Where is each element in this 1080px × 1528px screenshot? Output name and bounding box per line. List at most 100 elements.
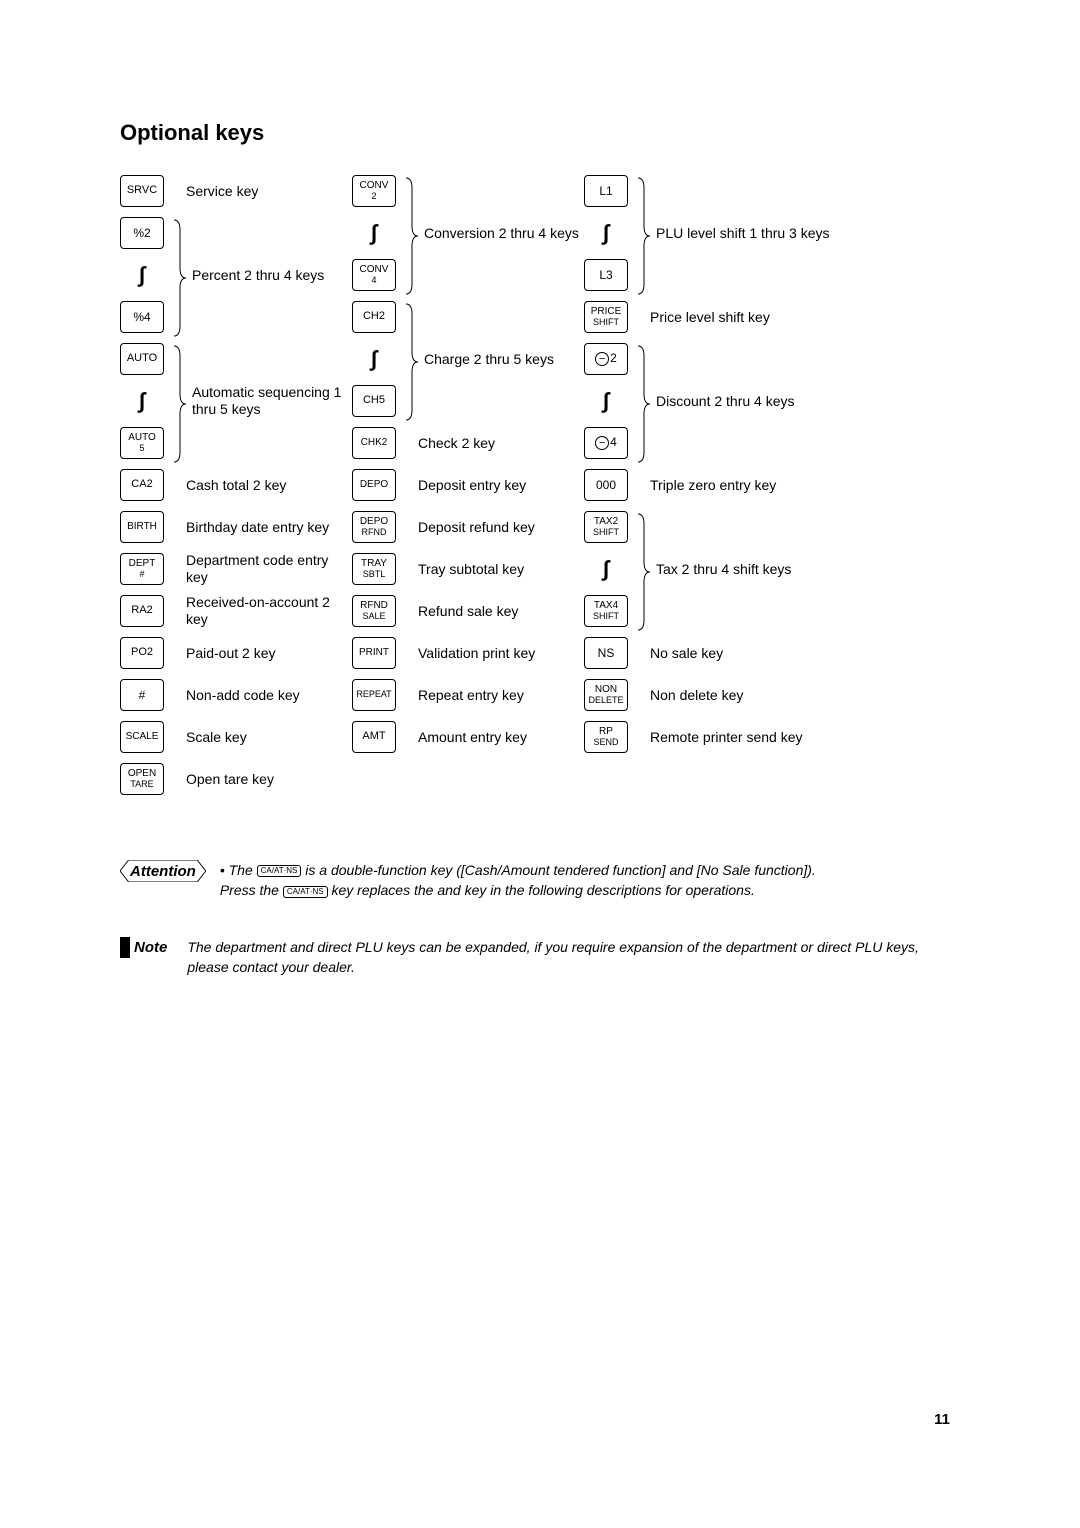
- attention-label: Attention: [120, 860, 206, 882]
- note-label: Note: [120, 937, 173, 958]
- key-deporfnd: DEPORFND: [352, 511, 396, 543]
- row-priceshift: PRICESHIFT Price level shift key: [584, 296, 960, 338]
- desc-scale: Scale key: [186, 729, 352, 746]
- row-chk2: CHK2 Check 2 key: [352, 422, 584, 464]
- squiggle-icon: ∫: [120, 259, 164, 291]
- desc-discount: Discount 2 thru 4 keys: [650, 338, 960, 464]
- desc-depo: Deposit entry key: [418, 477, 584, 494]
- brace-icon: [636, 344, 650, 464]
- row-srvc: SRVC Service key: [120, 170, 352, 212]
- desc-ns: No sale key: [650, 645, 960, 662]
- key-print: PRINT: [352, 637, 396, 669]
- key-hash: #: [120, 679, 164, 711]
- row-amt: AMT Amount entry key: [352, 716, 584, 758]
- desc-deporfnd: Deposit refund key: [418, 519, 584, 536]
- key-depo: DEPO: [352, 469, 396, 501]
- column-3: L1 ∫ L3 PLU level shift 1 thru 3 keys PR…: [584, 170, 960, 800]
- desc-srvc: Service key: [186, 183, 352, 200]
- note-text: The department and direct PLU keys can b…: [187, 937, 960, 978]
- row-ns: NS No sale key: [584, 632, 960, 674]
- row-traysbtl: TRAYSBTL Tray subtotal key: [352, 548, 584, 590]
- section-title: Optional keys: [120, 120, 960, 146]
- key-priceshift: PRICESHIFT: [584, 301, 628, 333]
- page: Optional keys SRVC Service key %2 ∫ %4: [0, 0, 1080, 1528]
- key-pct4: %4: [120, 301, 164, 333]
- squiggle-icon: ∫: [584, 217, 628, 249]
- squiggle-icon: ∫: [584, 553, 628, 585]
- desc-tax: Tax 2 thru 4 shift keys: [650, 506, 960, 632]
- desc-ca2: Cash total 2 key: [186, 477, 352, 494]
- desc-priceshift: Price level shift key: [650, 309, 960, 326]
- key-caatns-inline: CA/AT·NS: [257, 865, 302, 877]
- squiggle-icon: ∫: [352, 217, 396, 249]
- desc-hash: Non-add code key: [186, 687, 352, 704]
- key-ra2: RA2: [120, 595, 164, 627]
- desc-traysbtl: Tray subtotal key: [418, 561, 584, 578]
- row-rfndsale: RFNDSALE Refund sale key: [352, 590, 584, 632]
- key-repeat: REPEAT: [352, 679, 396, 711]
- key-l3: L3: [584, 259, 628, 291]
- desc-charge: Charge 2 thru 5 keys: [418, 296, 584, 422]
- group-discount: −2 ∫ −4 Discount 2 thru 4 keys: [584, 338, 960, 464]
- row-repeat: REPEAT Repeat entry key: [352, 674, 584, 716]
- key-000: 000: [584, 469, 628, 501]
- key-pct2: %2: [120, 217, 164, 249]
- desc-amt: Amount entry key: [418, 729, 584, 746]
- desc-print: Validation print key: [418, 645, 584, 662]
- key-auto5: AUTO5: [120, 427, 164, 459]
- key-ch5: CH5: [352, 385, 396, 417]
- row-dept: DEPT# Department code entry key: [120, 548, 352, 590]
- squiggle-icon: ∫: [352, 343, 396, 375]
- key-d2: −2: [584, 343, 628, 375]
- note-block: Note The department and direct PLU keys …: [120, 937, 960, 978]
- key-birth: BIRTH: [120, 511, 164, 543]
- key-scale: SCALE: [120, 721, 164, 753]
- row-print: PRINT Validation print key: [352, 632, 584, 674]
- key-conv4: CONV4: [352, 259, 396, 291]
- brace-icon: [636, 512, 650, 632]
- row-nondelete: NONDELETE Non delete key: [584, 674, 960, 716]
- key-rfndsale: RFNDSALE: [352, 595, 396, 627]
- row-scale: SCALE Scale key: [120, 716, 352, 758]
- attention-text: • The CA/AT·NS is a double-function key …: [220, 860, 816, 901]
- key-l1: L1: [584, 175, 628, 207]
- key-chk2: CHK2: [352, 427, 396, 459]
- desc-chk2: Check 2 key: [418, 435, 584, 452]
- row-ra2: RA2 Received-on-account 2 key: [120, 590, 352, 632]
- brace-icon: [172, 218, 186, 338]
- minus-circle-icon: −: [595, 352, 609, 366]
- brace-icon: [636, 176, 650, 296]
- desc-birth: Birthday date entry key: [186, 519, 352, 536]
- row-po2: PO2 Paid-out 2 key: [120, 632, 352, 674]
- column-1: SRVC Service key %2 ∫ %4 Percent 2 thru …: [120, 170, 352, 800]
- key-ns: NS: [584, 637, 628, 669]
- squiggle-icon: ∫: [584, 385, 628, 417]
- column-2: CONV2 ∫ CONV4 Conversion 2 thru 4 keys C…: [352, 170, 584, 800]
- key-dept: DEPT#: [120, 553, 164, 585]
- group-tax: TAX2SHIFT ∫ TAX4SHIFT Tax 2 thru 4 shift…: [584, 506, 960, 632]
- group-charge: CH2 ∫ CH5 Charge 2 thru 5 keys: [352, 296, 584, 422]
- key-rpsend: RPSEND: [584, 721, 628, 753]
- key-columns: SRVC Service key %2 ∫ %4 Percent 2 thru …: [120, 170, 960, 800]
- row-opentare: OPENTARE Open tare key: [120, 758, 352, 800]
- key-d4: −4: [584, 427, 628, 459]
- attention-block: Attention • The CA/AT·NS is a double-fun…: [120, 860, 960, 901]
- row-hash: # Non-add code key: [120, 674, 352, 716]
- key-opentare: OPENTARE: [120, 763, 164, 795]
- row-rpsend: RPSEND Remote printer send key: [584, 716, 960, 758]
- key-caatns-inline: CA/AT·NS: [283, 886, 328, 898]
- desc-rfndsale: Refund sale key: [418, 603, 584, 620]
- key-tax2: TAX2SHIFT: [584, 511, 628, 543]
- key-auto: AUTO: [120, 343, 164, 375]
- group-percent: %2 ∫ %4 Percent 2 thru 4 keys: [120, 212, 352, 338]
- desc-repeat: Repeat entry key: [418, 687, 584, 704]
- key-ch2: CH2: [352, 301, 396, 333]
- desc-000: Triple zero entry key: [650, 477, 960, 494]
- key-amt: AMT: [352, 721, 396, 753]
- minus-circle-icon: −: [595, 436, 609, 450]
- desc-rpsend: Remote printer send key: [650, 729, 960, 746]
- page-number: 11: [934, 1411, 950, 1428]
- row-birth: BIRTH Birthday date entry key: [120, 506, 352, 548]
- desc-po2: Paid-out 2 key: [186, 645, 352, 662]
- key-ca2: CA2: [120, 469, 164, 501]
